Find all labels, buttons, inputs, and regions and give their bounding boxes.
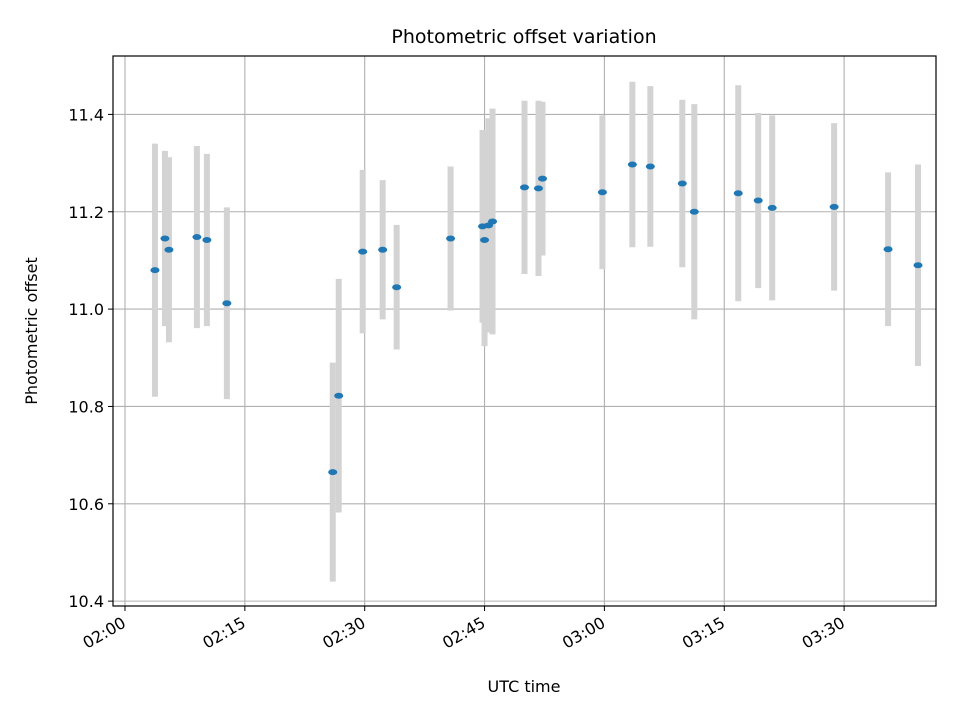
data-point	[392, 284, 402, 291]
data-point	[446, 235, 456, 242]
data-point	[627, 161, 637, 168]
data-point	[533, 185, 543, 192]
data-point	[334, 392, 344, 399]
data-point	[753, 197, 763, 204]
data-point	[883, 246, 893, 253]
y-tick-label: 10.8	[68, 397, 104, 416]
data-point	[164, 246, 174, 253]
y-axis-label: Photometric offset	[22, 257, 41, 405]
data-point	[597, 189, 607, 196]
x-tick-label: 02:45	[439, 613, 488, 653]
axis-ticks: 02:00 02:15 02:30 02:45 03:00 03:15 03:30 10.4 1…	[68, 105, 848, 652]
data-point	[160, 235, 170, 242]
data-point	[767, 204, 777, 211]
data-point	[733, 190, 743, 197]
x-tick-label: 02:15	[199, 613, 248, 653]
data-point	[537, 175, 547, 182]
x-tick-label: 03:15	[679, 613, 728, 653]
y-tick-label: 11.4	[68, 105, 104, 124]
data-point	[328, 469, 338, 476]
data-point	[488, 218, 498, 225]
data-point	[202, 236, 212, 243]
errorbars	[151, 81, 922, 582]
y-tick-label: 10.6	[68, 495, 104, 514]
data-point	[150, 267, 160, 274]
x-tick-label: 02:00	[80, 613, 129, 653]
data-point	[222, 300, 232, 307]
data-point	[829, 203, 839, 210]
data-point	[480, 236, 490, 243]
data-points	[150, 161, 923, 476]
data-point	[520, 184, 529, 191]
data-point	[358, 248, 368, 255]
data-point	[677, 180, 687, 187]
x-tick-label: 03:30	[799, 613, 848, 653]
y-tick-label: 11.0	[68, 300, 104, 319]
y-tick-label: 10.4	[68, 592, 104, 611]
data-point	[913, 262, 923, 269]
data-point	[689, 208, 699, 215]
data-point	[645, 163, 655, 170]
x-axis-label: UTC time	[488, 677, 561, 696]
x-tick-label: 03:00	[559, 613, 608, 653]
x-tick-label: 02:30	[319, 613, 368, 653]
chart-title: Photometric offset variation	[391, 26, 656, 48]
data-point	[192, 234, 202, 241]
data-point	[378, 246, 388, 253]
y-tick-label: 11.2	[68, 203, 104, 222]
plot-frame	[112, 55, 937, 607]
